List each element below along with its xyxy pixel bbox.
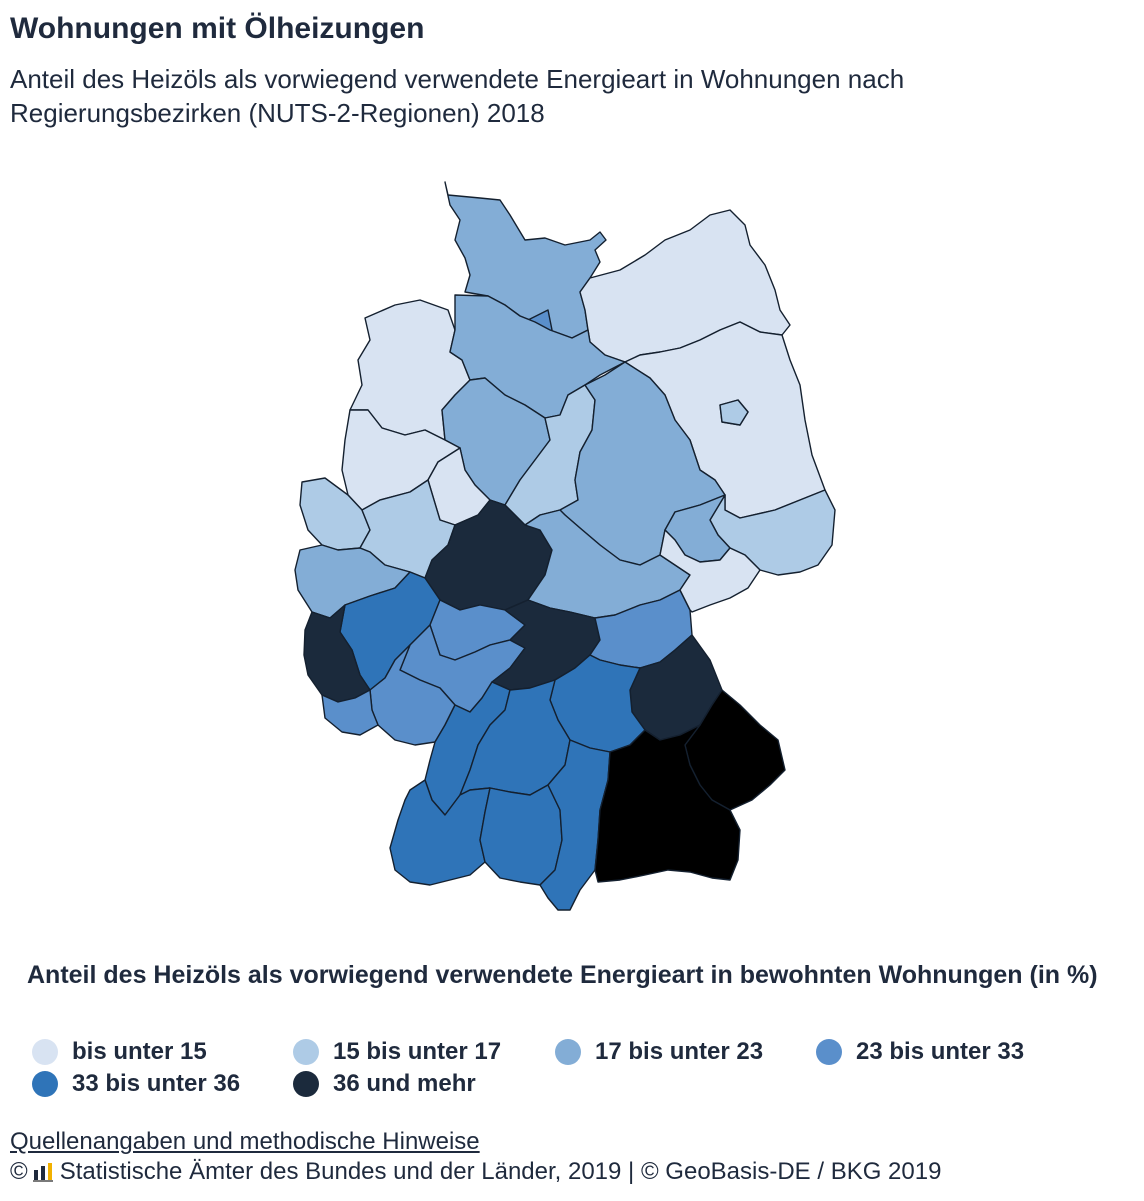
- region-berlin[interactable]: [719, 399, 749, 426]
- legend-item-bis-unter-15: bis unter 15: [32, 1038, 207, 1066]
- destatis-logo-icon: [32, 1161, 54, 1183]
- credits-text: Statistische Ämter des Bundes und der Lä…: [59, 1158, 942, 1185]
- map-title: Wohnungen mit Ölheizungen: [10, 12, 425, 45]
- region-tuebingen[interactable]: [479, 784, 563, 886]
- map-subtitle: Anteil des Heizöls als vorwiegend verwen…: [10, 64, 905, 128]
- source-notes-link[interactable]: Quellenangaben und methodische Hinweise: [10, 1128, 480, 1155]
- region-lueneburg[interactable]: [449, 294, 626, 419]
- legend-label: 33 bis unter 36: [72, 1070, 241, 1097]
- region-schwaben[interactable]: [539, 739, 611, 911]
- region-chemnitz[interactable]: [659, 529, 761, 613]
- legend-label: 17 bis unter 23: [595, 1038, 764, 1065]
- region-saarland[interactable]: [321, 689, 379, 736]
- legend-swatch-circle-icon: [293, 1071, 319, 1097]
- legend-item-17-bis-unter-23: 17 bis unter 23: [555, 1038, 763, 1066]
- legend-label: bis unter 15: [72, 1038, 207, 1065]
- germany-choropleth-map: [294, 181, 836, 911]
- legend-swatch-circle-icon: [293, 1039, 319, 1065]
- legend-swatch-circle-icon: [32, 1071, 58, 1097]
- legend-swatch-circle-icon: [816, 1039, 842, 1065]
- legend-swatch-circle-icon: [555, 1039, 581, 1065]
- legend-item-23-bis-unter-33: 23 bis unter 33: [816, 1038, 1024, 1066]
- legend-label: 23 bis unter 33: [856, 1038, 1025, 1065]
- legend-item-33-bis-unter-36: 33 bis unter 36: [32, 1070, 240, 1098]
- legend-item-15-bis-unter-17: 15 bis unter 17: [293, 1038, 501, 1066]
- legend-item-36-und-mehr: 36 und mehr: [293, 1070, 476, 1098]
- credits-line: © Statistische Ämter des Bundes und der …: [10, 1158, 941, 1186]
- legend-swatch-circle-icon: [32, 1039, 58, 1065]
- legend-label: 36 und mehr: [333, 1070, 476, 1097]
- legend-title: Anteil des Heizöls als vorwiegend verwen…: [27, 961, 1098, 989]
- legend-label: 15 bis unter 17: [333, 1038, 502, 1065]
- region-oberbayern[interactable]: [594, 724, 741, 883]
- copyright-symbol: ©: [10, 1158, 28, 1185]
